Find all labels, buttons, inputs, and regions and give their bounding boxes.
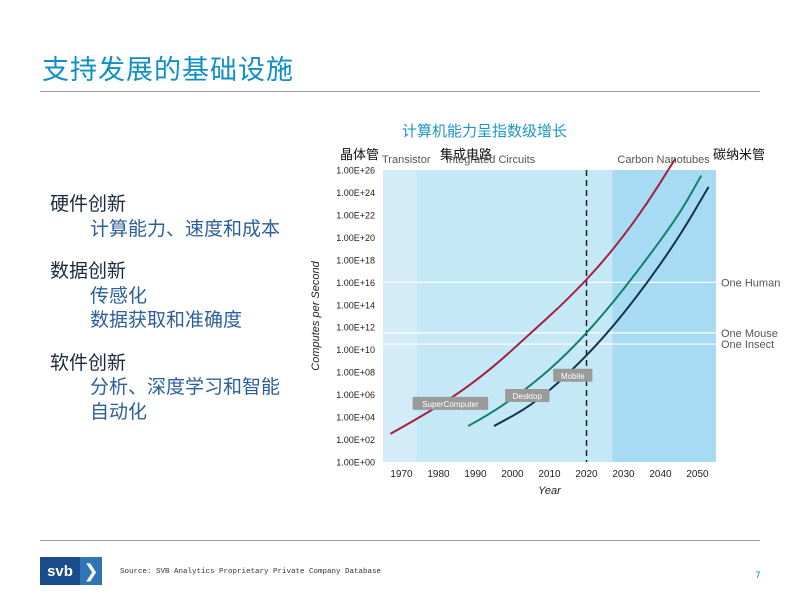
software-heading: 软件创新 [50,351,127,374]
x-tick-label: 1970 [390,469,413,480]
reference-label-2: One Insect [721,339,774,351]
y-tick-label: 1.00E+20 [336,233,375,243]
reference-label-0: One Human [721,277,780,289]
svb-logo: svb ❯ [40,557,102,585]
data-section: 数据创新 传感化 数据获取和准确度 [50,259,280,333]
software-item-2: 自动化 [90,400,148,423]
source-note: Source: SVB Analytics Proprietary Privat… [120,568,382,576]
series-line-supercomputer [389,158,677,435]
y-tick-label: 1.00E+08 [336,368,375,378]
x-tick-label: 2030 [612,469,635,480]
series-label-desktop: Desktop [513,392,543,401]
nanotube-label-cn: 碳纳米管 [713,148,766,163]
y-tick-label: 1.00E+14 [336,300,375,310]
x-tick-label: 2000 [501,469,524,480]
y-tick-label: 1.00E+16 [336,278,375,288]
data-item-1: 传感化 [90,284,148,307]
data-heading: 数据创新 [50,260,127,282]
y-tick-label: 1.00E+02 [336,435,375,445]
hardware-section: 硬件创新 计算能力、速度和成本 [50,192,280,241]
region-label-2: Carbon Nanotubes [617,154,710,166]
page-title: 支持发展的基础设施 [42,55,294,86]
series-label-mobile: Mobile [561,372,585,381]
page-number: 7 [755,571,761,581]
y-tick-label: 1.00E+22 [336,210,375,220]
y-tick-label: 1.00E+10 [336,345,375,355]
region-label-1: Integrated Circuits [446,154,536,166]
y-tick-label: 1.00E+12 [336,323,375,333]
series-label-box-0 [412,396,489,410]
data-item-2: 数据获取和准确度 [90,309,243,331]
region-label-0: Transistor [382,154,431,166]
y-tick-label: 1.00E+06 [336,390,375,400]
series-label-box-1 [505,388,550,402]
x-tick-label: 1990 [464,469,487,480]
chart-title-cn: 计算机能力呈指数级增长 [402,122,568,140]
x-tick-label: 2010 [538,469,561,480]
logo-text: svb [40,557,80,585]
ic-label-cn: 集成电路 [440,148,493,163]
y-tick-label: 1.00E+00 [336,458,375,468]
innovation-list: 硬件创新 计算能力、速度和成本 数据创新 传感化 数据获取和准确度 软件创新 分… [50,192,280,424]
region-band-1 [416,170,613,462]
reference-label-1: One Mouse [721,328,778,340]
region-band-2 [612,170,716,462]
chevron-right-icon: ❯ [80,557,102,585]
series-label-box-2 [553,368,593,382]
y-axis-label: Computes per Second [310,260,322,370]
y-tick-label: 1.00E+04 [336,413,375,423]
y-tick-label: 1.00E+18 [336,255,375,265]
transistor-label-cn: 晶体管 [340,148,380,163]
x-tick-label: 2040 [649,469,672,480]
x-tick-label: 2020 [575,469,598,480]
y-tick-label: 1.00E+26 [336,166,375,176]
software-section: 软件创新 分析、深度学习和智能 自动化 [50,351,280,425]
title-rule [40,91,760,92]
x-axis-label: Year [538,485,562,497]
hardware-heading: 硬件创新 [50,193,127,215]
software-item-1: 分析、深度学习和智能 [90,376,281,398]
series-label-supercomputer: SuperComputer [422,400,479,409]
footer-rule [40,540,760,541]
hardware-item: 计算能力、速度和成本 [90,217,281,240]
series-line-mobile [493,186,710,427]
series-line-desktop [467,175,703,427]
region-band-0 [383,170,417,462]
x-tick-label: 2050 [686,469,709,480]
x-tick-label: 1980 [427,469,450,480]
y-tick-label: 1.00E+24 [336,188,375,198]
